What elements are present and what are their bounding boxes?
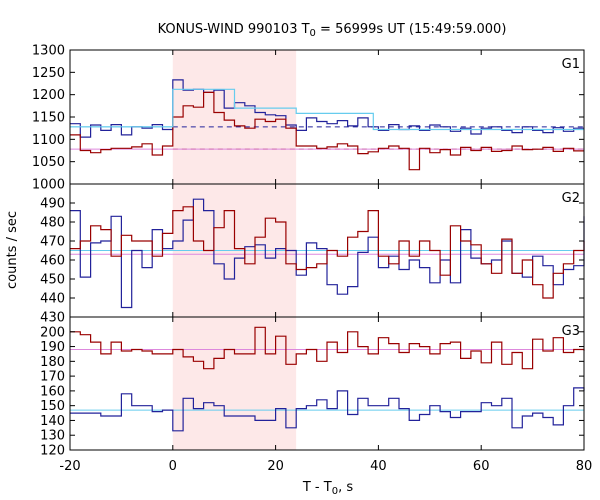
panel-g1-frame [69, 49, 585, 185]
x-tick-label: 0 [169, 459, 177, 474]
x-axis-label-prefix: T - T [302, 480, 332, 495]
panel-g1-label: G1 [562, 57, 580, 72]
data-layer [70, 79, 585, 432]
panel-g3-y-tick-label: 160 [40, 384, 65, 399]
chart-title: KONUS-WIND 990103 T0 = 56999s UT (15:49:… [158, 22, 507, 39]
frame-layer [69, 49, 585, 451]
panel-g1-y-tick-label: 1250 [32, 66, 65, 81]
panel-g2-y-tick-label: 490 [40, 197, 65, 212]
y-axis-label: counts / sec [5, 211, 20, 289]
panel-g3-y-tick-label: 180 [40, 355, 65, 370]
panel-g1-y-tick-label: 1000 [32, 178, 65, 193]
panel-g2-y-tick-label: 430 [40, 311, 65, 326]
chart-title-suffix: = 56999s UT (15:49:59.000) [316, 22, 506, 37]
panel-g3-y-tick-label: 200 [40, 325, 65, 340]
x-axis-label-subscript: 0 [332, 486, 338, 497]
panel-g1-y-tick-label: 1150 [32, 111, 65, 126]
panel-g3-y-tick-label: 120 [40, 444, 65, 459]
panel-g1-y-tick-label: 1050 [32, 155, 65, 170]
panel-g3-y-tick-label: 130 [40, 429, 65, 444]
x-tick-label: 40 [370, 459, 387, 474]
panel-g3-series-2 [70, 387, 585, 432]
x-tick-label: 20 [267, 459, 284, 474]
panel-g2-y-tick-label: 480 [40, 216, 65, 231]
panel-g1-y-tick-label: 1200 [32, 88, 65, 103]
panel-g3-y-tick-label: 170 [40, 370, 65, 385]
chart-title-prefix: KONUS-WIND 990103 T [158, 22, 310, 37]
panel-g2-label: G2 [562, 191, 580, 206]
panel-g2-y-tick-label: 460 [40, 254, 65, 269]
chart-title-subscript: 0 [310, 28, 316, 39]
panel-g1-y-tick-label: 1100 [32, 133, 65, 148]
panel-g2-series-2 [70, 206, 585, 299]
panel-g1-y-tick-label: 1300 [32, 44, 65, 59]
x-tick-label: 80 [576, 459, 593, 474]
panel-g3-frame [69, 316, 585, 451]
panel-g2-y-tick-label: 450 [40, 273, 65, 288]
x-axis-label: T - T0, s [302, 480, 353, 497]
panel-g1-series-1 [70, 79, 584, 138]
panel-g2-y-tick-label: 440 [40, 292, 65, 307]
panel-g3-y-tick-label: 140 [40, 414, 65, 429]
panel-g3-series-1 [70, 326, 585, 370]
text-layer: KONUS-WIND 990103 T0 = 56999s UT (15:49:… [5, 22, 592, 497]
panel-g1-series-2 [70, 91, 584, 171]
panel-g3-y-tick-label: 150 [40, 399, 65, 414]
panel-g2-y-tick-label: 470 [40, 235, 65, 250]
x-tick-label: 60 [473, 459, 490, 474]
x-tick-label: -20 [59, 459, 80, 474]
panel-g1-series-3 [70, 88, 584, 131]
panel-g3-y-tick-label: 190 [40, 340, 65, 355]
panel-g3-label: G3 [562, 324, 580, 339]
x-axis-label-suffix: , s [338, 480, 353, 495]
